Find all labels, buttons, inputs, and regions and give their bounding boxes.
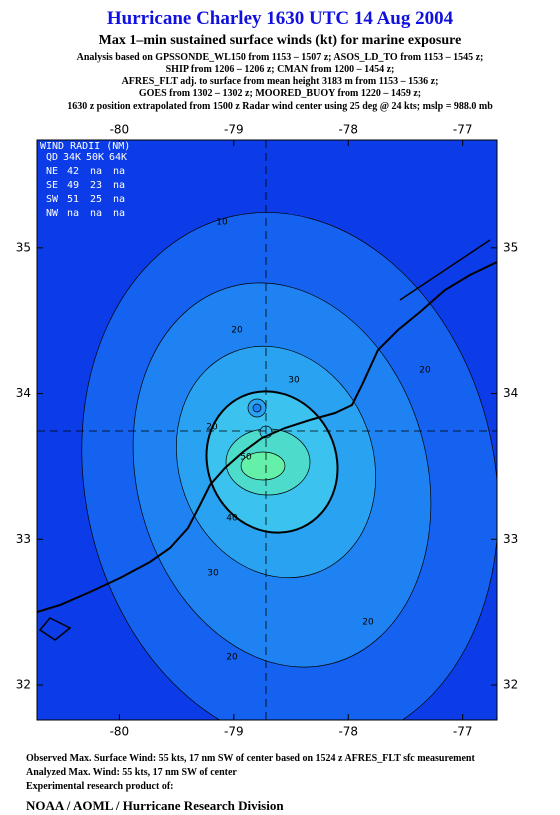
lat-tick-label: 32 <box>16 678 31 692</box>
contour-label: 30 <box>207 569 219 579</box>
lon-tick-label: -80 <box>110 123 130 137</box>
footer-line: Observed Max. Surface Wind: 55 kts, 17 n… <box>26 753 475 764</box>
lat-tick-label: 33 <box>503 532 518 546</box>
analysis-line: SHIP from 1206 – 1206 z; CMAN from 1200 … <box>165 64 395 75</box>
footer-line: Experimental research product of: <box>26 781 174 792</box>
radii-cell: SW <box>46 194 59 205</box>
lon-tick-label: -77 <box>453 123 473 137</box>
radii-cell: na <box>90 166 102 177</box>
analysis-line: AFRES_FLT adj. to surface from mean heig… <box>121 76 439 87</box>
lat-tick-label: 32 <box>503 678 518 692</box>
radii-title: WIND RADII (NM) <box>40 141 130 152</box>
contour-label: 20 <box>362 618 374 628</box>
contour-label: 20 <box>226 653 238 663</box>
lat-tick-label: 33 <box>16 532 31 546</box>
radii-header: 50K <box>86 152 104 163</box>
lat-tick-label: 35 <box>503 240 518 254</box>
radii-header: QD <box>46 152 58 163</box>
frame <box>36 139 498 721</box>
map: -80 -80 -79 -79 -78 -78 -77 -77 35 35 34 34 33 33 32 32… <box>16 123 519 739</box>
lon-tick-label: -79 <box>224 725 244 739</box>
radii-cell: na <box>113 166 125 177</box>
lat-tick-label: 35 <box>16 240 31 254</box>
radii-cell: 25 <box>90 194 102 205</box>
radii-cell: na <box>67 208 79 219</box>
radii-cell: 49 <box>67 180 79 191</box>
radii-cell: na <box>113 194 125 205</box>
contour-label: 20 <box>231 326 243 336</box>
analysis-line: Analysis based on GPSSONDE_WL150 from 11… <box>76 52 484 63</box>
footer-line: Analyzed Max. Wind: 55 kts, 17 nm SW of … <box>26 767 237 778</box>
wind-field <box>37 140 497 720</box>
lon-tick-label: -79 <box>224 123 244 137</box>
lon-tick-label: -78 <box>338 123 358 137</box>
radii-cell: na <box>113 180 125 191</box>
radii-cell: 23 <box>90 180 102 191</box>
contour-label: 40 <box>226 514 238 524</box>
analysis-line: GOES from 1302 – 1302 z; MOORED_BUOY fro… <box>138 88 422 99</box>
contour-label: 30 <box>288 376 300 386</box>
analysis-line: 1630 z position extrapolated from 1500 z… <box>67 101 493 112</box>
contour-label: 10 <box>216 218 228 228</box>
contour-label: 20 <box>419 366 431 376</box>
title: Hurricane Charley 1630 UTC 14 Aug 2004 <box>106 8 454 29</box>
contour-label: 50 <box>240 453 252 463</box>
radii-cell: NE <box>46 166 58 177</box>
lon-tick-label: -78 <box>338 725 358 739</box>
radii-cell: 51 <box>67 194 79 205</box>
subtitle: Max 1–min sustained surface winds (kt) f… <box>98 33 462 48</box>
radii-cell: na <box>113 208 125 219</box>
radii-header: 34K <box>63 152 81 163</box>
lat-tick-label: 34 <box>503 386 518 400</box>
contour-label: 20 <box>206 423 218 433</box>
organization: NOAA / AOML / Hurricane Research Divisio… <box>26 798 284 813</box>
radii-cell: na <box>90 208 102 219</box>
lat-tick-label: 34 <box>16 386 31 400</box>
lon-tick-label: -77 <box>453 725 473 739</box>
radii-cell: NW <box>46 208 59 219</box>
radii-header: 64K <box>109 152 127 163</box>
radii-cell: 42 <box>67 166 79 177</box>
lon-tick-label: -80 <box>110 725 130 739</box>
radii-cell: SE <box>46 180 58 191</box>
